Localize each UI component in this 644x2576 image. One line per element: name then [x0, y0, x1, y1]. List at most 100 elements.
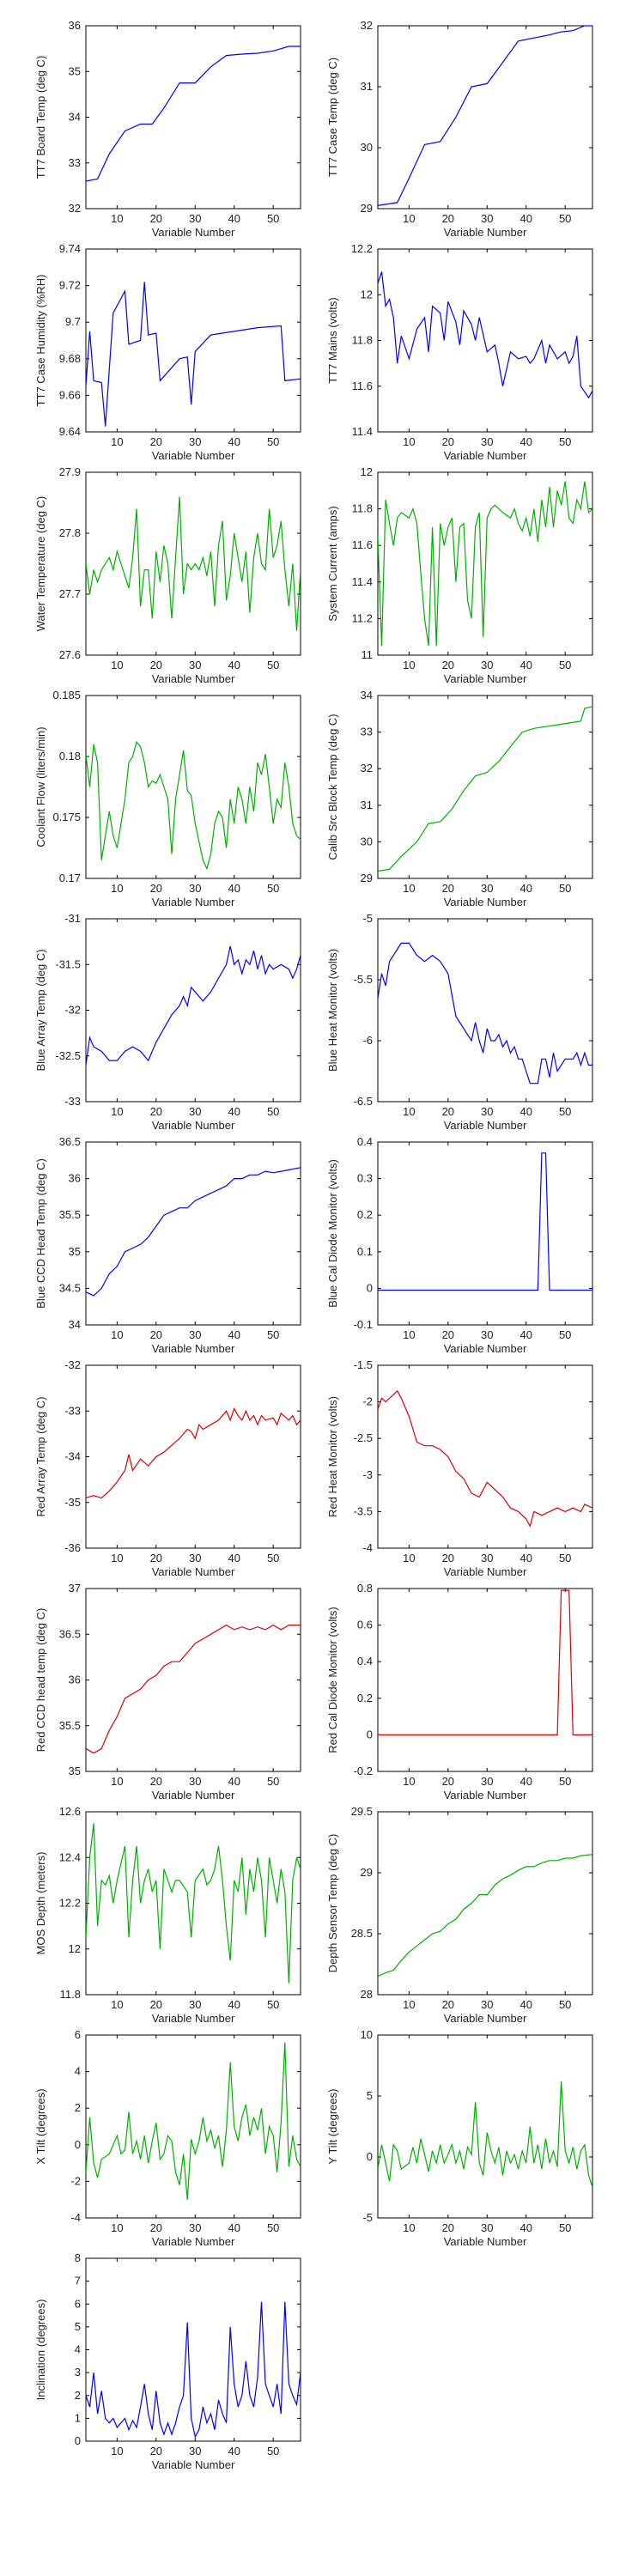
- y-tick-label: 30: [361, 835, 373, 848]
- x-tick-label: 20: [442, 1998, 454, 2011]
- x-tick-label: 40: [519, 659, 532, 671]
- x-tick-label: 10: [111, 1552, 123, 1564]
- y-tick-label: 11.8: [60, 1988, 81, 2001]
- y-tick-label: -5: [362, 2211, 373, 2224]
- y-tick-label: 27.8: [59, 526, 81, 539]
- y-tick-label: -32: [64, 1358, 81, 1371]
- chart-7: 10 20 30 40 50 0.17 0.175 0.18 0.185 Variable Num…: [34, 689, 301, 908]
- x-tick-label: 30: [189, 1998, 201, 2011]
- y-tick-label: 9.68: [59, 352, 81, 365]
- y-tick-label: 1: [75, 2411, 81, 2424]
- y-tick-label: -35: [64, 1496, 81, 1509]
- x-tick-label: 30: [189, 1105, 201, 1118]
- y-tick-label: 0.3: [357, 1172, 373, 1185]
- y-tick-label: -33: [64, 1404, 81, 1417]
- y-tick-label: 11.4: [352, 575, 373, 588]
- y-tick-label: 12.4: [59, 1850, 81, 1863]
- y-tick-label: 29: [361, 202, 373, 215]
- y-tick-label: 0.175: [52, 811, 81, 823]
- y-tick-label: -34: [64, 1450, 81, 1463]
- plot-frame: [377, 248, 593, 433]
- y-tick-label: 9.72: [59, 279, 81, 292]
- x-tick-label: 10: [403, 659, 415, 671]
- x-tick-label: 50: [267, 1775, 279, 1788]
- x-tick-label: 30: [189, 1775, 201, 1788]
- y-tick-label: -0.1: [354, 1318, 373, 1331]
- x-axis-label: Variable Number: [152, 226, 235, 239]
- chart-9: 10 20 30 40 50 -33 -32.5 -32 -31.5 -31 Variable Nu…: [34, 912, 301, 1132]
- y-axis-label: MOS Depth (meters): [34, 1852, 47, 1955]
- series-line: [86, 945, 301, 1066]
- x-tick-label: 30: [189, 882, 201, 895]
- x-axis-label: Variable Number: [444, 1789, 527, 1801]
- x-tick-label: 40: [519, 435, 532, 448]
- y-axis-label: Inclination (degrees): [34, 2300, 47, 2401]
- series-line: [378, 1589, 592, 1735]
- y-tick-label: 31: [361, 799, 373, 811]
- x-tick-label: 30: [481, 1105, 493, 1118]
- x-tick-label: 40: [519, 1775, 532, 1788]
- x-axis-label: Variable Number: [444, 2235, 527, 2248]
- y-tick-label: 29: [361, 1866, 373, 1879]
- x-tick-label: 10: [111, 1998, 123, 2011]
- y-tick-label: -2.5: [354, 1431, 373, 1444]
- y-tick-label: 0.2: [357, 1692, 373, 1704]
- x-tick-label: 50: [559, 1105, 571, 1118]
- y-tick-label: 8: [75, 2251, 81, 2264]
- x-tick-label: 40: [519, 1552, 532, 1564]
- plot-frame: [85, 248, 301, 433]
- y-tick-label: 2: [75, 2389, 81, 2402]
- x-tick-label: 30: [189, 212, 201, 225]
- y-tick-label: 0: [75, 2434, 81, 2447]
- x-tick-label: 10: [403, 2221, 415, 2234]
- chart-6: 10 20 30 40 50 11 11.2 11.4 11.6 11.8 12 Variable N…: [326, 465, 593, 685]
- y-tick-label: 4: [75, 2065, 81, 2078]
- x-tick-label: 50: [559, 1775, 571, 1788]
- y-tick-label: 12: [361, 465, 373, 478]
- chart-8: 10 20 30 40 50 29 30 31 32 33 34 Variable Number Cal…: [326, 689, 593, 908]
- series-line: [378, 26, 592, 206]
- y-tick-label: 33: [361, 726, 373, 738]
- series-line: [378, 271, 592, 399]
- y-tick-label: -3: [362, 1468, 373, 1481]
- y-axis-label: Blue Cal Diode Monitor (volts): [326, 1159, 339, 1308]
- x-tick-label: 30: [189, 1552, 201, 1564]
- chart-3: 10 20 30 40 50 9.64 9.66 9.68 9.7 9.72 9.74 Variabl…: [34, 242, 301, 462]
- y-tick-label: 0.6: [357, 1619, 373, 1631]
- x-tick-label: 10: [111, 2445, 123, 2458]
- x-tick-label: 50: [267, 2221, 279, 2234]
- x-tick-label: 40: [519, 1998, 532, 2011]
- y-tick-label: 12: [361, 288, 373, 301]
- x-axis-label: Variable Number: [152, 1342, 235, 1355]
- chart-18: 10 20 30 40 50 28 28.5 29 29.5 Variable Number Dep…: [326, 1805, 593, 2025]
- x-tick-label: 10: [111, 659, 123, 671]
- x-tick-label: 20: [442, 1105, 454, 1118]
- y-tick-label: 0: [367, 2150, 373, 2163]
- x-axis-label: Variable Number: [152, 1119, 235, 1132]
- x-tick-label: 20: [150, 1775, 162, 1788]
- x-tick-label: 40: [519, 1105, 532, 1118]
- plot-frame: [377, 1364, 593, 1549]
- x-tick-label: 40: [228, 2221, 240, 2234]
- x-tick-label: 40: [228, 1552, 240, 1564]
- y-tick-label: 12.2: [59, 1897, 81, 1910]
- plot-frame: [377, 25, 593, 210]
- x-tick-label: 50: [267, 659, 279, 671]
- x-tick-label: 20: [442, 1775, 454, 1788]
- chart-15: 10 20 30 40 50 35 35.5 36 36.5 37 Variable Number R…: [34, 1582, 301, 1801]
- x-tick-label: 40: [228, 435, 240, 448]
- x-tick-label: 20: [442, 1552, 454, 1564]
- y-tick-label: 12: [69, 1942, 81, 1955]
- y-tick-label: 27.9: [59, 465, 81, 478]
- x-axis-label: Variable Number: [152, 672, 235, 685]
- series-line: [378, 706, 592, 872]
- y-tick-label: 36: [69, 19, 81, 32]
- y-tick-label: 5: [75, 2320, 81, 2333]
- x-tick-label: 10: [403, 435, 415, 448]
- y-axis-label: Red Array Temp (deg C): [34, 1397, 47, 1517]
- x-tick-label: 10: [403, 1328, 415, 1341]
- y-tick-label: 35: [69, 1765, 81, 1777]
- x-tick-label: 30: [481, 212, 493, 225]
- y-tick-label: 0.1: [357, 1245, 373, 1258]
- y-tick-label: -1.5: [354, 1358, 373, 1371]
